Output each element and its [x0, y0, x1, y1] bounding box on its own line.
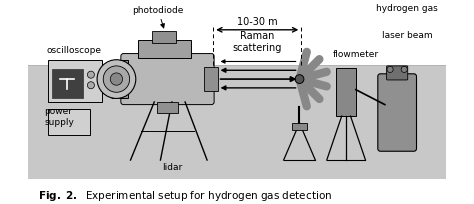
Bar — [337, 68, 356, 116]
FancyBboxPatch shape — [378, 74, 417, 152]
Circle shape — [103, 67, 130, 93]
Circle shape — [87, 72, 94, 79]
Text: oscilloscope: oscilloscope — [46, 46, 101, 55]
Bar — [119, 60, 128, 99]
Circle shape — [110, 74, 123, 86]
Bar — [138, 41, 191, 59]
Bar — [292, 123, 307, 131]
Bar — [152, 32, 176, 44]
Bar — [52, 69, 83, 98]
FancyBboxPatch shape — [387, 67, 408, 81]
Circle shape — [387, 67, 393, 73]
Text: laser beam: laser beam — [382, 30, 432, 39]
Text: photodiode: photodiode — [132, 6, 183, 29]
Circle shape — [97, 60, 136, 99]
Bar — [157, 102, 178, 113]
Circle shape — [295, 75, 304, 84]
Text: lidar: lidar — [162, 162, 182, 171]
Bar — [28, 66, 446, 180]
Bar — [48, 60, 102, 102]
Text: 10-30 m: 10-30 m — [237, 17, 278, 27]
Text: power
supply: power supply — [44, 107, 74, 126]
Bar — [48, 110, 90, 136]
Circle shape — [87, 82, 94, 89]
Text: Raman
scattering: Raman scattering — [233, 31, 282, 53]
Text: $\mathbf{Fig.\ 2.}$  Experimental setup for hydrogen gas detection: $\mathbf{Fig.\ 2.}$ Experimental setup f… — [38, 188, 332, 202]
Bar — [204, 68, 218, 92]
Text: hydrogen gas: hydrogen gas — [376, 4, 438, 13]
FancyBboxPatch shape — [121, 54, 214, 105]
Text: flowmeter: flowmeter — [333, 50, 379, 59]
Bar — [28, 0, 446, 66]
Circle shape — [401, 67, 407, 73]
